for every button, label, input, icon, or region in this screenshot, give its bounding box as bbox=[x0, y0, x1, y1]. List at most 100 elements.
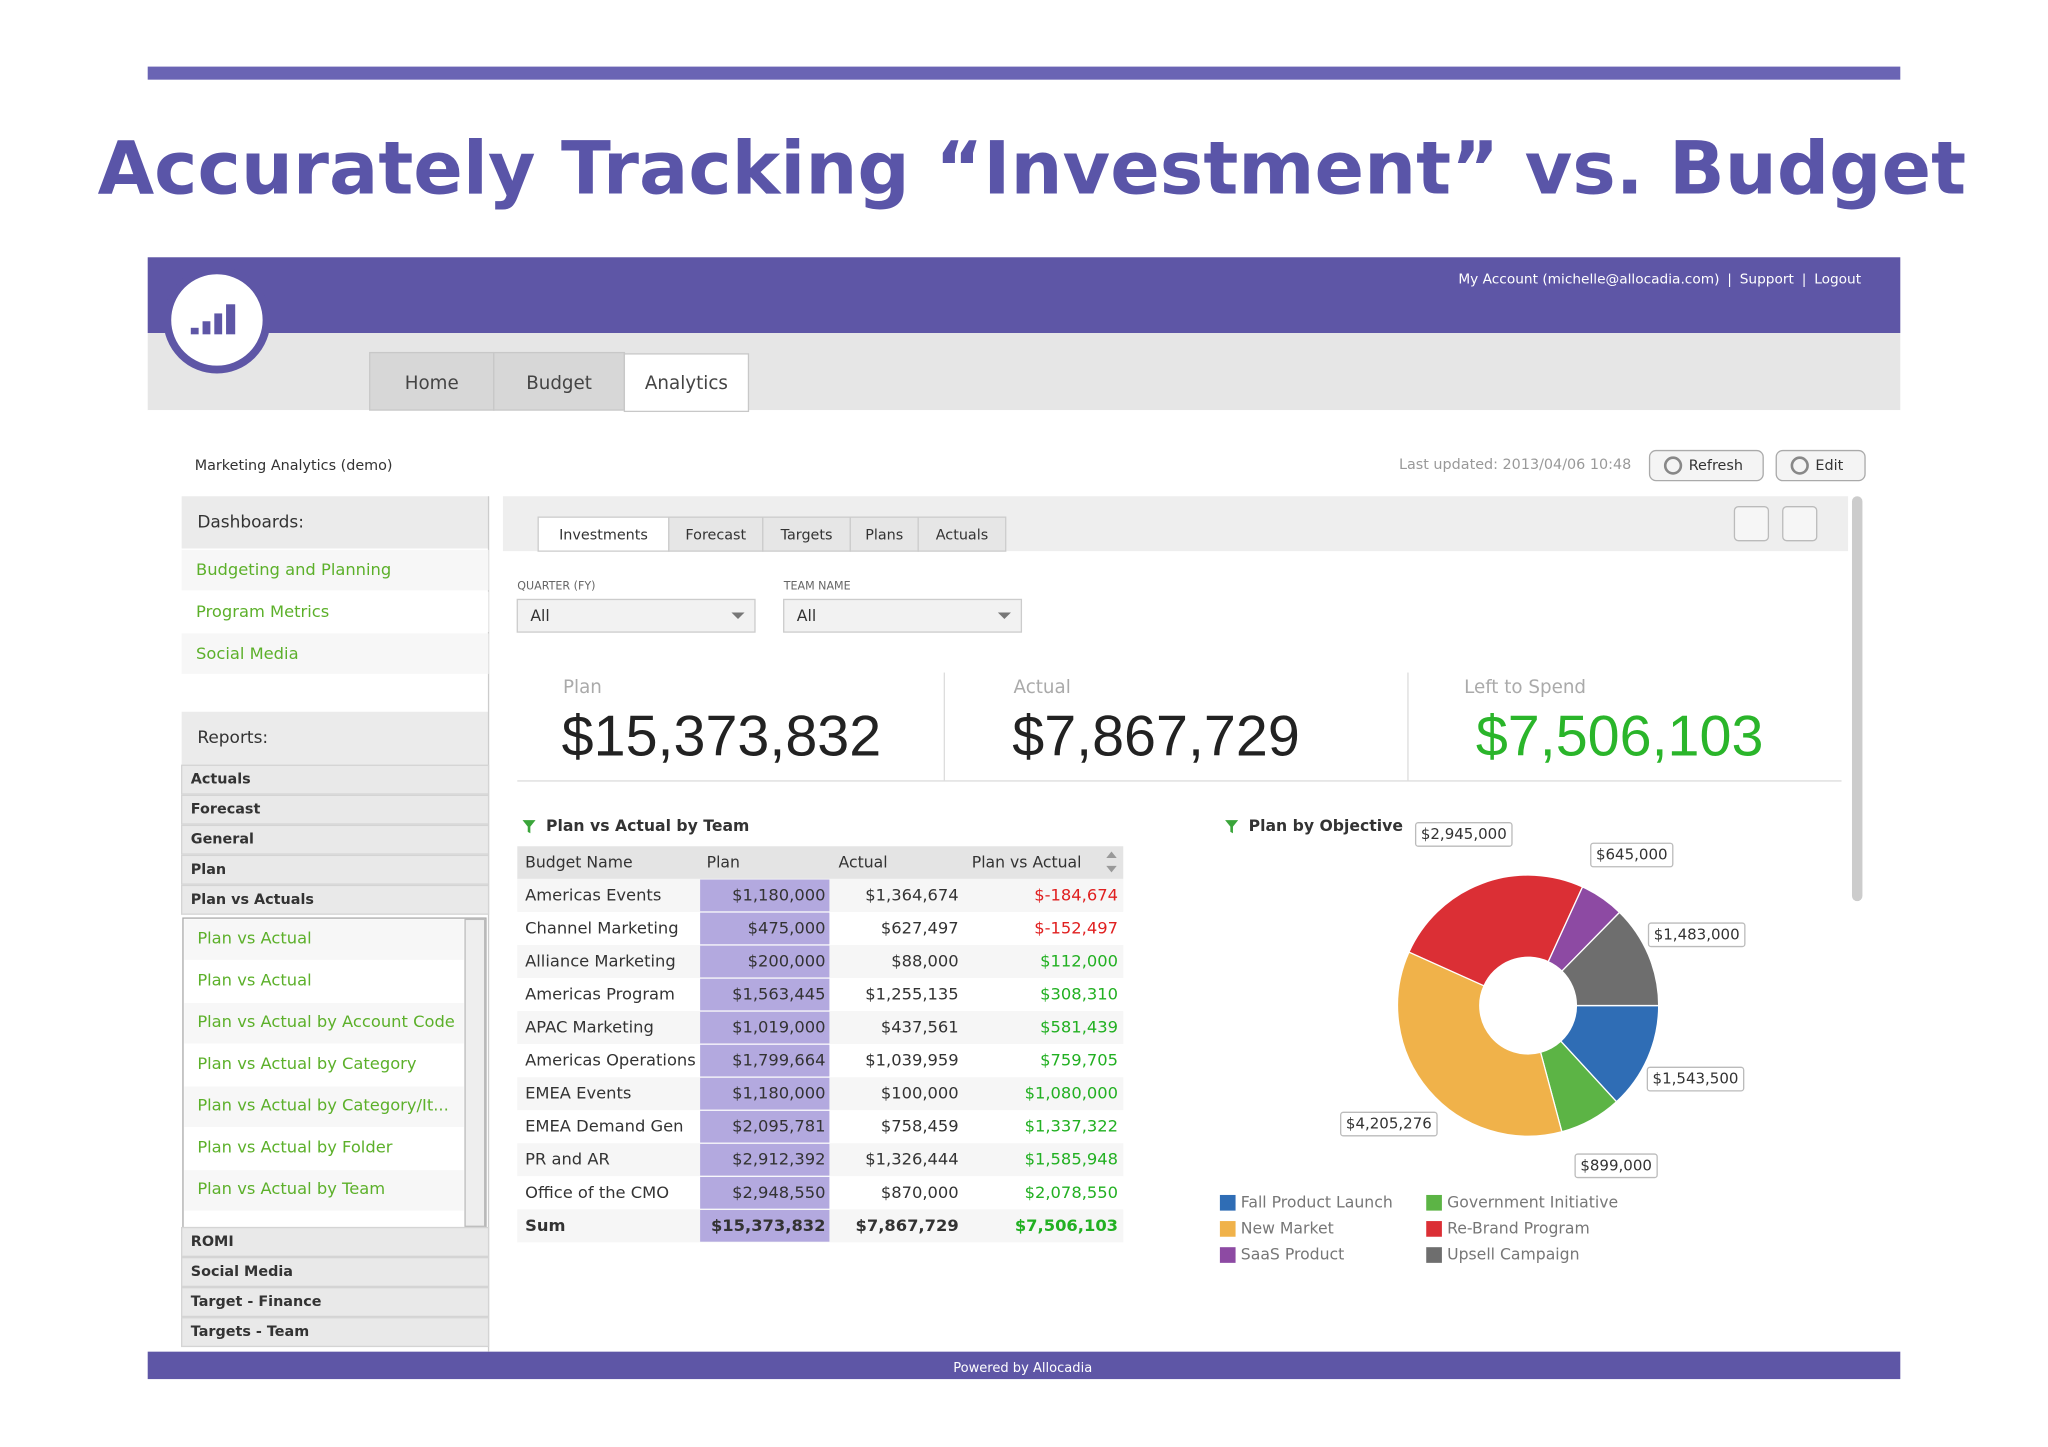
slice-label: $899,000 bbox=[1580, 1156, 1652, 1174]
report-group[interactable] bbox=[181, 1317, 490, 1348]
report-group[interactable] bbox=[181, 824, 490, 855]
table-cell: $308,310 bbox=[1040, 985, 1118, 1004]
table-cell: PR and AR bbox=[525, 1150, 610, 1169]
report-link[interactable]: Plan vs Actual bbox=[197, 970, 311, 989]
report-group[interactable] bbox=[181, 1287, 490, 1318]
plan-cell bbox=[700, 1044, 830, 1077]
dashboard-link[interactable]: Social Media bbox=[196, 644, 299, 663]
table-cell: Sum bbox=[525, 1216, 565, 1235]
table-cell: Alliance Marketing bbox=[525, 951, 676, 970]
dashboard-tab-label: Investments bbox=[559, 527, 648, 543]
dashboard-tab[interactable] bbox=[668, 516, 764, 552]
report-link[interactable]: Plan vs Actual by Account Code bbox=[197, 1012, 455, 1031]
dashboard-tab-label: Actuals bbox=[936, 527, 988, 543]
table-cell: $1,180,000 bbox=[732, 885, 825, 904]
filter-label: QUARTER (FY) bbox=[517, 579, 595, 592]
legend-swatch bbox=[1426, 1247, 1442, 1263]
report-group-label: Social Media bbox=[191, 1264, 293, 1280]
table-cell: Americas Events bbox=[525, 885, 661, 904]
dashboard-tab[interactable] bbox=[537, 516, 670, 552]
legend-label: SaaS Product bbox=[1241, 1245, 1345, 1264]
nav-tab[interactable] bbox=[493, 351, 626, 411]
table-cell: Office of the CMO bbox=[525, 1183, 669, 1202]
report-group[interactable] bbox=[181, 884, 490, 915]
report-link[interactable]: Plan vs Actual bbox=[197, 928, 311, 947]
dashboard-tab[interactable] bbox=[917, 516, 1007, 552]
table-cell: $200,000 bbox=[748, 951, 826, 970]
table-cell: EMEA Events bbox=[525, 1084, 631, 1103]
table-cell: $112,000 bbox=[1040, 951, 1118, 970]
table-cell: $1,255,135 bbox=[865, 985, 958, 1004]
report-link[interactable]: Plan vs Actual by Category bbox=[197, 1054, 417, 1073]
page-title: Marketing Analytics (demo) bbox=[195, 458, 393, 474]
logo-icon bbox=[190, 304, 236, 335]
edit-icon-button[interactable] bbox=[1782, 506, 1818, 542]
table-cell: Channel Marketing bbox=[525, 918, 678, 937]
dashboard-tab[interactable] bbox=[762, 516, 851, 552]
table-cell: $1,326,444 bbox=[865, 1150, 958, 1169]
dashboard-tab-label: Targets bbox=[780, 527, 833, 543]
report-group-label: Plan bbox=[191, 862, 226, 878]
slice-label: $2,945,000 bbox=[1421, 825, 1507, 843]
nav-tab[interactable] bbox=[369, 351, 495, 411]
print-button[interactable] bbox=[1733, 506, 1770, 542]
table-cell: $2,078,550 bbox=[1025, 1183, 1118, 1202]
report-group-label: ROMI bbox=[191, 1234, 234, 1250]
account-link[interactable]: Support bbox=[1740, 271, 1795, 287]
dashboards-header-bg bbox=[181, 496, 489, 549]
report-group[interactable] bbox=[181, 1226, 490, 1257]
filter-dropdown[interactable] bbox=[783, 598, 1023, 633]
report-row bbox=[184, 919, 464, 960]
plan-cell bbox=[700, 879, 830, 912]
main-scrollbar[interactable] bbox=[1851, 496, 1863, 902]
legend-swatch bbox=[1219, 1221, 1236, 1237]
table-cell: $2,095,781 bbox=[732, 1117, 825, 1136]
table-cell: $1,563,445 bbox=[732, 985, 825, 1004]
button-label: Edit bbox=[1815, 458, 1843, 474]
chart-title: Plan by Objective bbox=[1249, 816, 1403, 835]
report-group-label: Actuals bbox=[191, 772, 251, 788]
nav-tab-label: Analytics bbox=[645, 373, 728, 394]
footer-text: Powered by Allocadia bbox=[953, 1361, 1092, 1376]
report-link[interactable]: Plan vs Actual by Category/It... bbox=[197, 1096, 448, 1115]
table-cell: $1,080,000 bbox=[1025, 1084, 1118, 1103]
report-row bbox=[184, 1002, 464, 1044]
report-group-label: Targets - Team bbox=[191, 1324, 309, 1340]
report-group-label: Forecast bbox=[191, 802, 261, 818]
top-rule bbox=[147, 66, 1901, 80]
dashboard-tab[interactable] bbox=[849, 516, 919, 552]
account-link[interactable]: Logout bbox=[1814, 271, 1862, 287]
plan-cell bbox=[700, 1209, 830, 1242]
table-cell: $759,705 bbox=[1040, 1051, 1118, 1070]
dashboard-row bbox=[181, 591, 489, 633]
table-cell: EMEA Demand Gen bbox=[525, 1117, 683, 1136]
legend-label: New Market bbox=[1241, 1218, 1334, 1237]
filter-icon bbox=[522, 820, 536, 834]
table-cell: Americas Operations bbox=[525, 1051, 696, 1070]
report-group[interactable] bbox=[181, 764, 490, 795]
report-link[interactable]: Plan vs Actual by Team bbox=[197, 1179, 385, 1198]
pie-slice bbox=[1559, 1004, 1660, 1103]
report-group[interactable] bbox=[181, 1256, 490, 1288]
report-link[interactable]: Plan vs Actual by Folder bbox=[197, 1137, 392, 1156]
dropdown-arrow bbox=[997, 612, 1011, 620]
button-label: Refresh bbox=[1689, 458, 1743, 474]
plan-cell bbox=[700, 945, 830, 978]
slice-label: $1,483,000 bbox=[1654, 925, 1740, 943]
report-group[interactable] bbox=[181, 794, 490, 825]
account-link[interactable]: My Account (michelle@allocadia.com) bbox=[1458, 271, 1719, 287]
pie-slice bbox=[1408, 874, 1584, 987]
report-group[interactable] bbox=[181, 854, 490, 885]
dashboard-link[interactable]: Budgeting and Planning bbox=[196, 560, 391, 579]
filter-dropdown[interactable] bbox=[516, 598, 756, 633]
table-cell: Americas Program bbox=[525, 985, 675, 1004]
button-icon bbox=[1790, 456, 1809, 475]
reports-header-bg bbox=[181, 711, 489, 766]
nav-tab[interactable] bbox=[623, 353, 750, 413]
plan-cell bbox=[700, 978, 830, 1011]
scrollbar[interactable] bbox=[464, 918, 486, 1227]
dashboard-link[interactable]: Program Metrics bbox=[196, 602, 329, 621]
table-cell: $1,180,000 bbox=[732, 1084, 825, 1103]
dropdown-arrow bbox=[731, 612, 745, 620]
